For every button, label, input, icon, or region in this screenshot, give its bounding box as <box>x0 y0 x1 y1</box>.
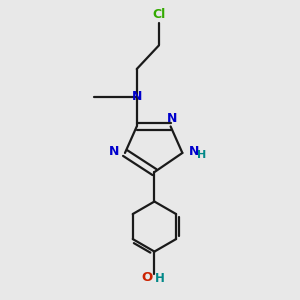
Text: O: O <box>141 271 153 284</box>
Text: N: N <box>109 145 119 158</box>
Text: H: H <box>155 272 165 286</box>
Text: Cl: Cl <box>152 8 166 21</box>
Text: N: N <box>188 145 199 158</box>
Text: N: N <box>132 91 142 103</box>
Text: N: N <box>167 112 177 125</box>
Text: H: H <box>196 150 206 160</box>
